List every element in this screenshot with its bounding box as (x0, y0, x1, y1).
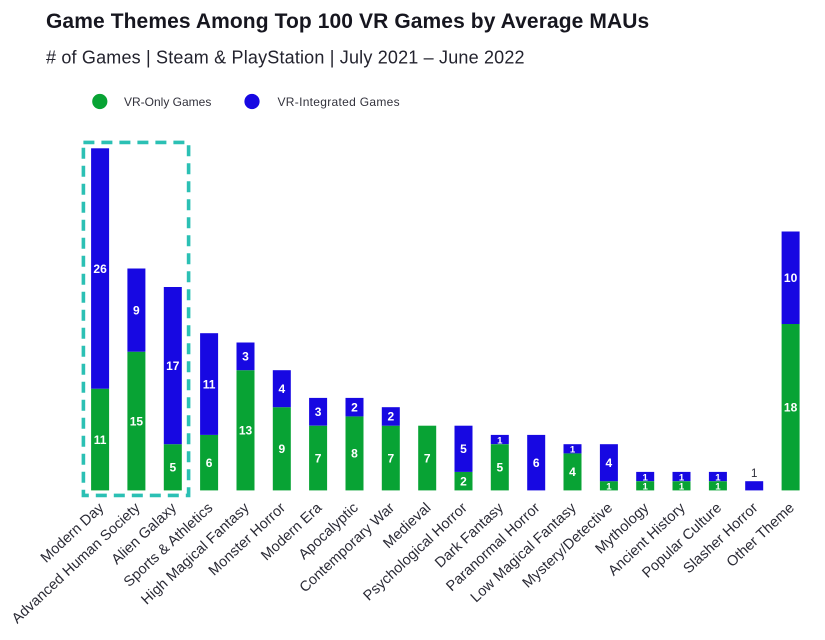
svg-text:13: 13 (239, 424, 253, 438)
svg-text:5: 5 (496, 461, 503, 475)
svg-text:1: 1 (679, 472, 685, 483)
svg-text:5: 5 (460, 442, 467, 456)
svg-text:9: 9 (133, 303, 140, 317)
svg-text:6: 6 (206, 456, 213, 470)
svg-text:VR-Integrated Games: VR-Integrated Games (278, 95, 400, 109)
svg-text:7: 7 (315, 451, 322, 465)
svg-text:1: 1 (497, 435, 503, 446)
svg-text:1: 1 (606, 482, 612, 493)
svg-text:3: 3 (315, 405, 322, 419)
svg-text:1: 1 (715, 482, 721, 493)
svg-text:2: 2 (387, 410, 394, 424)
svg-text:# of Games | Steam & PlayStati: # of Games | Steam & PlayStation | July … (46, 48, 525, 68)
svg-text:4: 4 (278, 382, 285, 396)
svg-text:7: 7 (387, 451, 394, 465)
svg-text:1: 1 (643, 482, 649, 493)
svg-text:11: 11 (94, 433, 107, 447)
svg-text:15: 15 (130, 414, 144, 428)
svg-text:8: 8 (351, 447, 358, 461)
svg-text:26: 26 (93, 262, 107, 276)
svg-text:7: 7 (424, 451, 431, 465)
svg-text:1: 1 (643, 472, 649, 483)
svg-text:1: 1 (751, 468, 757, 480)
svg-text:1: 1 (715, 472, 721, 483)
svg-text:10: 10 (784, 271, 798, 285)
svg-text:4: 4 (606, 456, 613, 470)
svg-text:Game Themes Among Top 100 VR G: Game Themes Among Top 100 VR Games by Av… (46, 10, 649, 33)
svg-text:4: 4 (569, 465, 576, 479)
svg-text:5: 5 (169, 461, 176, 475)
svg-text:1: 1 (679, 482, 685, 493)
svg-text:2: 2 (351, 401, 358, 415)
svg-text:VR-Only Games: VR-Only Games (124, 95, 211, 109)
svg-text:3: 3 (242, 350, 249, 364)
svg-text:11: 11 (203, 377, 216, 391)
svg-text:1: 1 (570, 445, 576, 456)
svg-text:2: 2 (460, 475, 467, 489)
svg-text:18: 18 (784, 401, 798, 415)
svg-text:17: 17 (166, 359, 180, 373)
svg-text:9: 9 (278, 442, 285, 456)
svg-text:6: 6 (533, 456, 540, 470)
